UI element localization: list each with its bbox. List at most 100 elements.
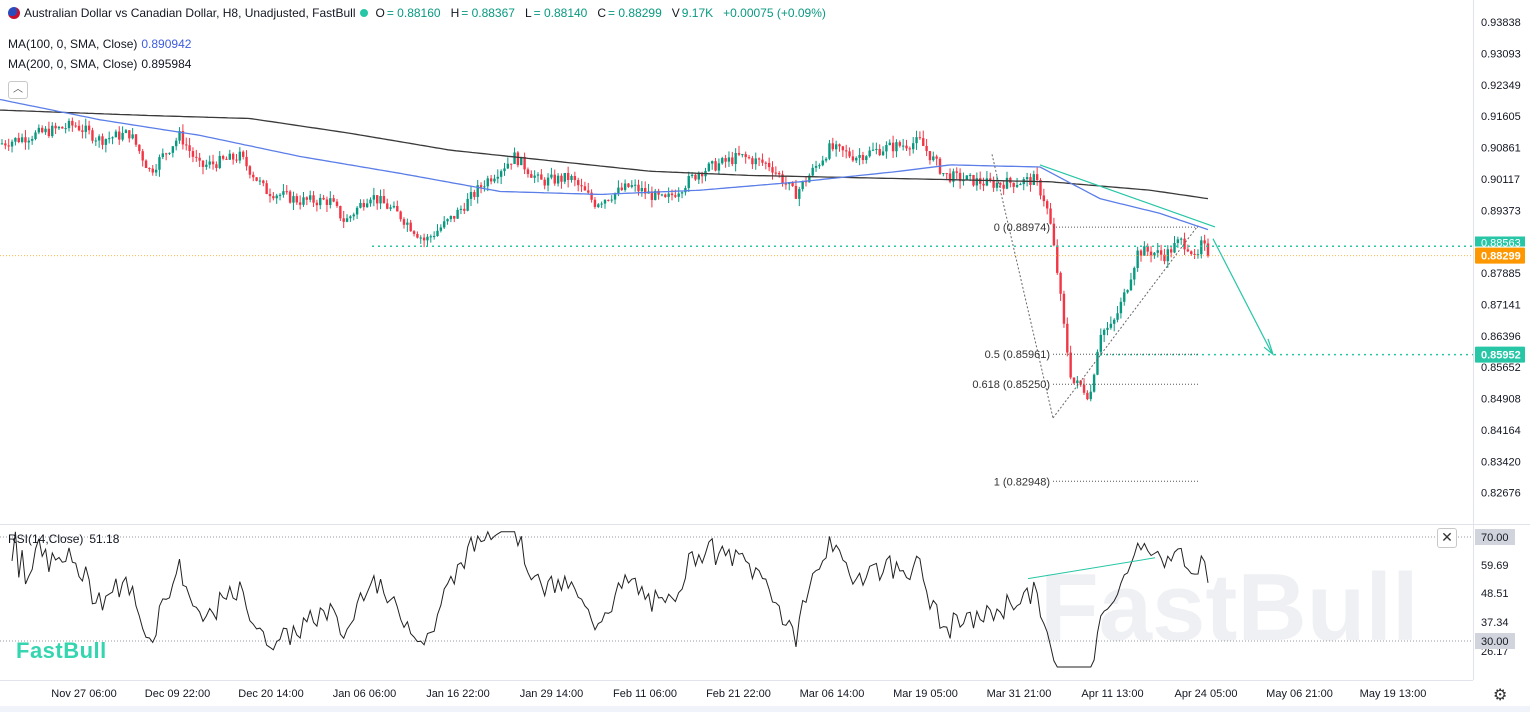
candle-body[interactable] bbox=[523, 156, 526, 170]
bottom-scrollbar[interactable] bbox=[0, 706, 1530, 712]
candle-body[interactable] bbox=[369, 199, 372, 204]
candle-body[interactable] bbox=[734, 152, 737, 165]
candle-body[interactable] bbox=[677, 193, 680, 197]
candle-body[interactable] bbox=[1136, 250, 1139, 268]
candle-body[interactable] bbox=[1099, 334, 1102, 352]
candle-body[interactable] bbox=[1173, 242, 1176, 253]
candle-body[interactable] bbox=[1200, 240, 1203, 255]
candle-body[interactable] bbox=[87, 125, 91, 131]
candle-body[interactable] bbox=[577, 180, 580, 186]
candle-body[interactable] bbox=[483, 186, 486, 188]
candle-body[interactable] bbox=[570, 175, 573, 180]
candle-body[interactable] bbox=[185, 144, 188, 146]
candle-body[interactable] bbox=[828, 143, 831, 159]
candle-body[interactable] bbox=[640, 188, 644, 192]
candle-body[interactable] bbox=[164, 153, 168, 155]
candle-body[interactable] bbox=[868, 150, 871, 157]
candle-body[interactable] bbox=[57, 126, 61, 129]
candle-body[interactable] bbox=[727, 157, 731, 162]
candle-body[interactable] bbox=[124, 130, 128, 133]
candle-body[interactable] bbox=[121, 132, 124, 140]
candle-body[interactable] bbox=[252, 174, 255, 178]
candle-body[interactable] bbox=[751, 158, 754, 165]
candle-body[interactable] bbox=[1163, 254, 1166, 262]
candle-body[interactable] bbox=[905, 145, 908, 149]
candle-body[interactable] bbox=[248, 166, 252, 175]
candle-body[interactable] bbox=[731, 157, 734, 165]
candle-body[interactable] bbox=[644, 188, 647, 194]
candle-body[interactable] bbox=[583, 186, 587, 191]
candle-body[interactable] bbox=[154, 169, 158, 173]
candle-body[interactable] bbox=[399, 211, 402, 220]
candle-body[interactable] bbox=[262, 180, 265, 184]
candle-body[interactable] bbox=[359, 202, 362, 208]
candle-body[interactable] bbox=[1015, 185, 1019, 187]
candle-body[interactable] bbox=[965, 175, 968, 180]
candle-body[interactable] bbox=[995, 182, 999, 188]
candle-body[interactable] bbox=[44, 128, 47, 133]
candle-body[interactable] bbox=[845, 150, 848, 152]
candle-body[interactable] bbox=[195, 156, 198, 158]
candle-body[interactable] bbox=[325, 199, 329, 205]
candle-body[interactable] bbox=[1129, 279, 1133, 291]
candle-body[interactable] bbox=[556, 175, 560, 184]
candle-body[interactable] bbox=[851, 156, 855, 161]
candle-body[interactable] bbox=[922, 138, 925, 146]
candle-body[interactable] bbox=[1153, 252, 1156, 256]
candle-body[interactable] bbox=[231, 153, 235, 160]
candle-body[interactable] bbox=[654, 190, 657, 200]
candle-body[interactable] bbox=[660, 194, 664, 196]
candle-body[interactable] bbox=[895, 142, 898, 152]
candle-body[interactable] bbox=[305, 197, 309, 200]
candle-body[interactable] bbox=[888, 142, 891, 145]
candle-body[interactable] bbox=[754, 158, 757, 165]
candle-body[interactable] bbox=[54, 125, 57, 129]
candle-body[interactable] bbox=[4, 143, 7, 146]
candle-body[interactable] bbox=[855, 157, 858, 161]
candle-body[interactable] bbox=[312, 195, 315, 203]
candle-body[interactable] bbox=[275, 195, 278, 199]
candle-body[interactable] bbox=[108, 138, 111, 140]
candle-body[interactable] bbox=[1183, 238, 1186, 250]
candle-body[interactable] bbox=[64, 128, 67, 130]
candle-body[interactable] bbox=[288, 191, 292, 203]
price-pane[interactable]: 0 (0.88974) 0.5 (0.85961) 0.618 (0.85250) 1… bbox=[0, 98, 1473, 489]
candle-body[interactable] bbox=[1032, 174, 1035, 185]
candle-body[interactable] bbox=[0, 143, 4, 145]
candle-body[interactable] bbox=[453, 215, 456, 219]
candles[interactable] bbox=[0, 117, 1210, 402]
candle-body[interactable] bbox=[979, 178, 982, 184]
candle-body[interactable] bbox=[1012, 182, 1015, 187]
candle-body[interactable] bbox=[597, 204, 600, 207]
candle-body[interactable] bbox=[265, 183, 268, 194]
candle-body[interactable] bbox=[429, 236, 432, 238]
candle-body[interactable] bbox=[47, 128, 51, 137]
candle-body[interactable] bbox=[821, 160, 824, 166]
candle-body[interactable] bbox=[513, 152, 516, 164]
candle-body[interactable] bbox=[707, 163, 711, 171]
candle-body[interactable] bbox=[1059, 272, 1062, 294]
resistance-trendline[interactable] bbox=[1039, 164, 1216, 228]
candle-body[interactable] bbox=[992, 180, 995, 188]
candle-body[interactable] bbox=[34, 132, 37, 140]
candle-body[interactable] bbox=[918, 137, 922, 139]
candle-body[interactable] bbox=[258, 180, 262, 182]
candle-body[interactable] bbox=[721, 158, 724, 164]
candle-body[interactable] bbox=[382, 195, 386, 204]
rsi-line[interactable] bbox=[11, 530, 1209, 668]
candle-body[interactable] bbox=[657, 190, 660, 195]
candle-body[interactable] bbox=[667, 193, 670, 197]
candle-body[interactable] bbox=[459, 208, 463, 210]
candle-body[interactable] bbox=[332, 198, 335, 202]
candle-body[interactable] bbox=[955, 171, 958, 173]
candle-body[interactable] bbox=[432, 235, 436, 237]
candle-body[interactable] bbox=[510, 163, 513, 165]
candle-body[interactable] bbox=[871, 149, 875, 151]
candle-body[interactable] bbox=[724, 158, 727, 162]
candle-body[interactable] bbox=[392, 205, 396, 208]
candle-body[interactable] bbox=[278, 194, 282, 196]
candle-body[interactable] bbox=[94, 140, 97, 142]
candle-body[interactable] bbox=[473, 192, 476, 197]
ma100-legend[interactable]: MA(100, 0, SMA, Close) 0.890942 bbox=[8, 37, 191, 51]
candle-body[interactable] bbox=[205, 164, 208, 167]
